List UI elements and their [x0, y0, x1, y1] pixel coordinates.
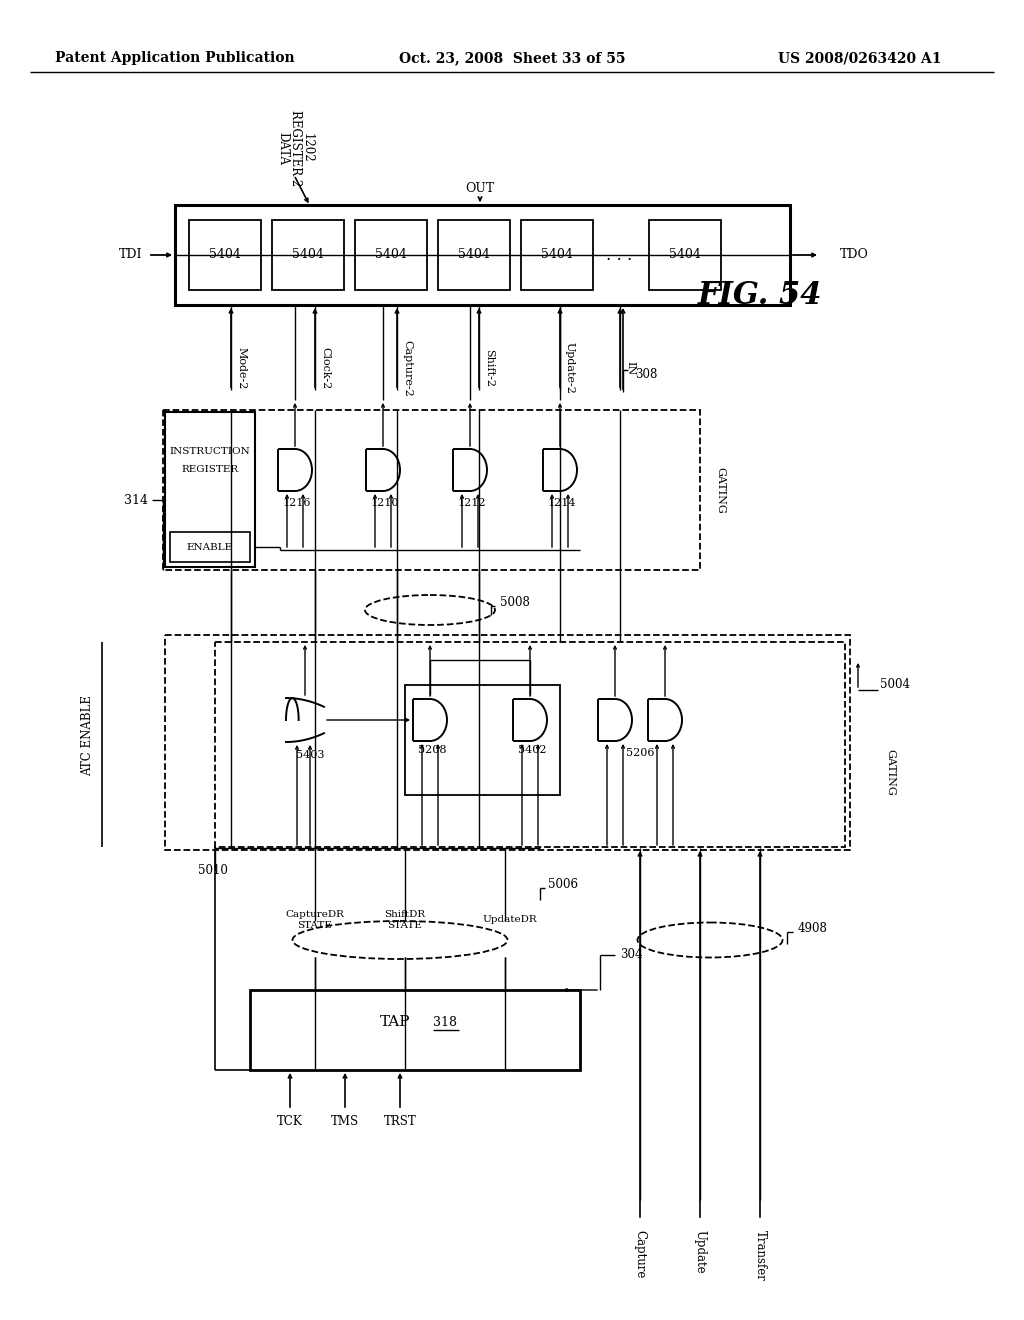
Bar [175, 205, 790, 305]
Text: OUT: OUT [465, 181, 495, 194]
Text: 4908: 4908 [798, 921, 827, 935]
Text: TAP: TAP [380, 1015, 411, 1030]
Text: 5403: 5403 [296, 750, 325, 760]
Text: 5404: 5404 [669, 248, 701, 261]
Bar [165, 635, 850, 850]
Text: TDO: TDO [840, 248, 869, 261]
Bar [163, 411, 700, 570]
Text: 5008: 5008 [500, 597, 529, 610]
Text: IN: IN [625, 360, 635, 375]
Text: 5404: 5404 [375, 248, 407, 261]
Text: 318: 318 [433, 1015, 457, 1028]
Text: 5206: 5206 [626, 748, 654, 758]
Text: 5402: 5402 [518, 744, 546, 755]
Bar [165, 412, 255, 568]
Bar [355, 220, 427, 290]
Text: ShiftDR
STATE: ShiftDR STATE [384, 911, 426, 929]
Bar [406, 685, 560, 795]
Text: GATING: GATING [715, 467, 725, 513]
Text: Patent Application Publication: Patent Application Publication [55, 51, 295, 65]
Text: 5404: 5404 [541, 248, 573, 261]
Bar [189, 220, 261, 290]
Text: UpdateDR: UpdateDR [482, 916, 538, 924]
Text: DATA: DATA [276, 132, 290, 165]
Bar [170, 532, 250, 562]
Text: 5404: 5404 [209, 248, 241, 261]
Text: Mode-2: Mode-2 [236, 347, 246, 389]
Text: FIG. 54: FIG. 54 [697, 280, 822, 310]
Text: 304: 304 [620, 949, 642, 961]
Text: TRST: TRST [384, 1115, 417, 1129]
Bar [649, 220, 721, 290]
Text: Clock-2: Clock-2 [319, 347, 330, 389]
Text: Shift-2: Shift-2 [484, 348, 494, 387]
Text: 314: 314 [124, 494, 148, 507]
Text: 5004: 5004 [880, 678, 910, 692]
Text: INSTRUCTION: INSTRUCTION [170, 447, 251, 457]
Text: REGISTER 2: REGISTER 2 [289, 110, 301, 186]
Text: 5404: 5404 [292, 248, 324, 261]
Text: TMS: TMS [331, 1115, 359, 1129]
Text: Update: Update [693, 1230, 707, 1274]
Text: 1210: 1210 [371, 498, 399, 508]
Text: Capture-2: Capture-2 [402, 339, 412, 396]
Text: Update-2: Update-2 [565, 342, 575, 393]
Text: 5404: 5404 [458, 248, 489, 261]
Bar [272, 220, 344, 290]
Text: Oct. 23, 2008  Sheet 33 of 55: Oct. 23, 2008 Sheet 33 of 55 [398, 51, 626, 65]
Text: ATC ENABLE: ATC ENABLE [82, 694, 94, 776]
Text: ENABLE: ENABLE [187, 543, 233, 552]
Text: TDI: TDI [119, 248, 142, 261]
Text: TCK: TCK [278, 1115, 303, 1129]
Text: 5010: 5010 [198, 863, 228, 876]
Bar [521, 220, 593, 290]
Text: 5208: 5208 [418, 744, 446, 755]
Text: 1214: 1214 [548, 498, 577, 508]
Text: 5006: 5006 [548, 879, 578, 891]
Text: US 2008/0263420 A1: US 2008/0263420 A1 [778, 51, 942, 65]
Text: 1216: 1216 [283, 498, 311, 508]
Text: . . .: . . . [606, 247, 632, 264]
Text: CaptureDR
STATE: CaptureDR STATE [286, 911, 344, 929]
Text: REGISTER: REGISTER [181, 465, 239, 474]
Bar [215, 642, 845, 847]
Text: Capture: Capture [634, 1230, 646, 1278]
Text: 1212: 1212 [458, 498, 486, 508]
Text: 1202: 1202 [300, 133, 313, 162]
Text: Transfer: Transfer [754, 1230, 767, 1280]
Bar [250, 990, 580, 1071]
Text: 308: 308 [635, 368, 657, 381]
Text: GATING: GATING [885, 748, 895, 796]
Bar [438, 220, 510, 290]
